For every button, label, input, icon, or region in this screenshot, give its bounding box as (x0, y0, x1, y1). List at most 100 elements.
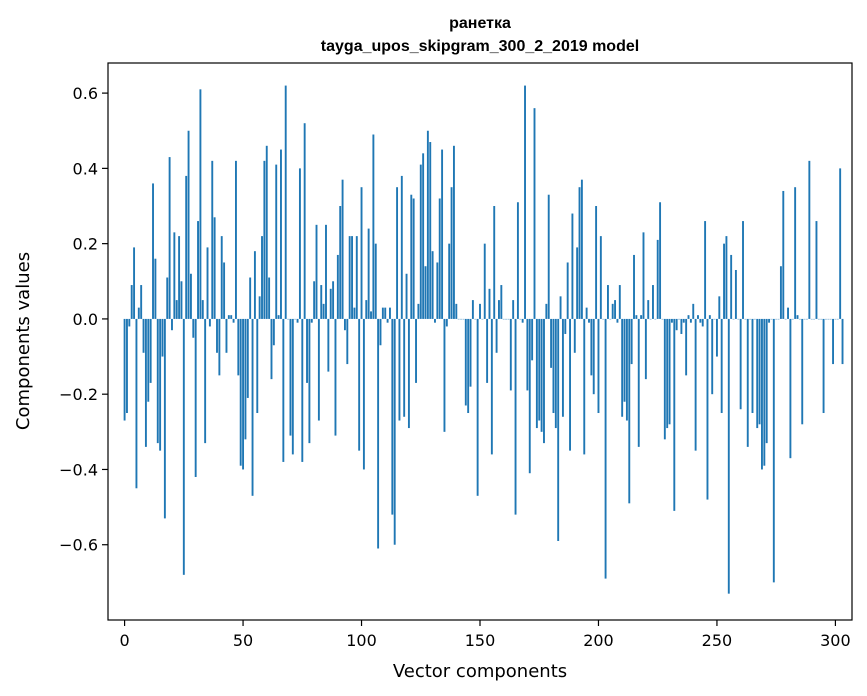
bar-121 (410, 194, 413, 319)
bar-68 (284, 85, 287, 319)
bar-133 (438, 198, 441, 319)
bar-75 (301, 318, 304, 462)
bar-149 (476, 318, 479, 496)
bar-265 (751, 318, 754, 414)
bar-7 (140, 285, 143, 319)
bar-115 (396, 187, 399, 319)
bar-131 (434, 318, 436, 323)
bar-256 (730, 254, 733, 319)
bar-36 (208, 318, 211, 327)
bar-71 (291, 318, 294, 455)
bar-97 (353, 307, 356, 319)
bar-156 (493, 206, 496, 319)
x-axis-label: Vector components (393, 661, 567, 682)
bar-10 (147, 318, 150, 402)
bar-286 (801, 318, 804, 425)
bar-214 (630, 318, 633, 365)
bar-272 (768, 318, 771, 323)
bar-147 (471, 300, 474, 319)
bar-267 (756, 318, 759, 429)
bar-150 (479, 303, 481, 319)
bar-164 (512, 300, 515, 319)
bar-54 (251, 318, 254, 496)
y-tick-label-4: 0.2 (73, 235, 98, 254)
bar-1 (126, 318, 128, 414)
bar-34 (204, 318, 207, 444)
bar-136 (445, 318, 448, 327)
bar-132 (436, 262, 439, 319)
bar-158 (498, 300, 500, 319)
bar-248 (711, 318, 714, 395)
bar-26 (185, 175, 188, 319)
x-tick-label-4: 200 (583, 631, 614, 650)
bar-218 (640, 315, 643, 319)
bar-177 (543, 318, 545, 444)
bar-217 (637, 318, 640, 447)
bar-166 (516, 202, 519, 319)
bar-226 (659, 202, 662, 319)
bar-245 (704, 221, 707, 319)
bar-83 (320, 285, 323, 319)
bar-88 (332, 281, 335, 319)
bar-195 (585, 307, 588, 319)
bar-176 (540, 318, 543, 432)
bar-281 (789, 318, 792, 459)
bar-192 (578, 187, 581, 319)
bar-191 (576, 247, 579, 319)
bar-37 (211, 160, 214, 319)
bar-189 (571, 213, 574, 319)
bar-220 (644, 318, 647, 380)
bar-9 (144, 318, 147, 447)
bar-201 (599, 236, 602, 319)
y-axis: −0.6 −0.4 −0.2 0.0 0.2 0.4 0.6 (59, 84, 108, 555)
bar-186 (564, 318, 567, 334)
bar-110 (384, 307, 387, 319)
bar-29 (192, 318, 195, 338)
bar-139 (452, 145, 455, 319)
bar-70 (289, 318, 292, 436)
bar-263 (746, 318, 749, 447)
bar-302 (839, 168, 842, 319)
bar-16 (161, 318, 164, 357)
bar-73 (296, 318, 299, 323)
bar-129 (429, 142, 432, 319)
bar-32 (199, 89, 202, 319)
bar-12 (152, 183, 154, 319)
bar-170 (526, 318, 529, 391)
bar-207 (614, 300, 617, 319)
bar-44 (227, 315, 230, 319)
bar-223 (652, 285, 654, 319)
x-tick-label-0: 0 (119, 631, 129, 650)
bar-238 (687, 315, 690, 319)
bar-14 (156, 318, 159, 444)
bar-116 (398, 318, 401, 421)
x-tick-label-2: 100 (346, 631, 377, 650)
bar-247 (708, 315, 711, 319)
bar-178 (545, 303, 548, 319)
bar-90 (336, 254, 339, 319)
x-tick-label-6: 300 (820, 631, 851, 650)
bar-199 (595, 206, 598, 319)
bar-35 (206, 247, 209, 319)
bar-233 (675, 318, 678, 331)
bar-111 (386, 318, 389, 323)
bar-128 (426, 130, 429, 319)
bar-19 (168, 157, 171, 319)
bar-104 (370, 311, 372, 319)
bar-21 (173, 232, 176, 319)
bar-184 (559, 296, 562, 319)
bar-280 (787, 307, 789, 319)
bar-232 (673, 318, 676, 511)
bar-246 (706, 318, 709, 500)
bar-254 (725, 236, 728, 319)
bar-80 (313, 281, 316, 319)
bar-292 (815, 221, 818, 319)
bars-group (123, 85, 844, 594)
bar-165 (514, 318, 517, 515)
bar-89 (334, 318, 337, 436)
bar-11 (149, 318, 152, 383)
bar-303 (841, 318, 844, 365)
bar-122 (412, 198, 415, 319)
bar-180 (550, 318, 553, 368)
